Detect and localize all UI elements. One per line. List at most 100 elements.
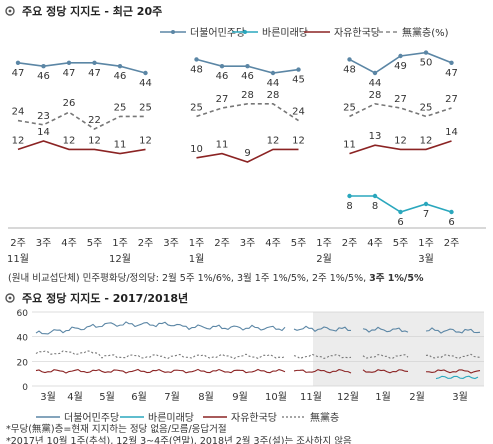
series-line-2-1 [196,148,299,163]
month-tick-1: 4월 [67,391,83,403]
footnote: (원내 비교섭단체) 민주평화당/정의당: 2월 5주 1%/6%, 3월 1주… [8,272,424,284]
data-label-0-1: 46 [37,71,50,82]
data-label-0-9: 46 [241,71,254,82]
trend-minju-3 [425,327,481,334]
series-point-3-17 [449,209,454,215]
data-label-2-16: 12 [420,135,433,146]
series-point-3-13 [347,193,352,199]
x-tick-month-7: 1월 [189,253,205,265]
title-symbol-dot [8,9,12,13]
x-tick-week-17: 2주 [444,238,460,249]
data-label-0-0: 47 [12,68,25,79]
series-point-0-10 [270,70,276,76]
x-tick-week-14: 4주 [367,238,383,249]
series-line-3-0 [349,195,452,213]
trend-minju-1 [293,325,352,332]
x-tick-week-1: 3주 [36,238,52,249]
note-0: *무당(無黨)층=현재 지지하는 정당 없음/모름/응답거절 [6,423,227,435]
x-tick-month-0: 11월 [7,253,29,265]
x-tick-week-10: 4주 [265,238,281,249]
series-line-0-0 [17,61,146,74]
series-point-0-8 [219,63,225,69]
month-tick-9: 12월 [337,391,359,403]
x-tick-week-8: 2주 [214,238,230,249]
data-label-0-3: 47 [88,68,101,79]
x-tick-week-15: 5주 [393,238,409,249]
series-point-0-2 [66,60,72,65]
x-tick-week-5: 2주 [138,238,154,249]
x-tick-month-16: 3월 [418,253,434,265]
x-tick-week-9: 3주 [240,238,256,249]
month-tick-11: 2월 [409,391,425,403]
data-label-1-3: 22 [88,115,101,126]
data-label-0-13: 48 [343,64,356,75]
data-label-3-13: 8 [346,201,352,212]
data-label-0-14: 44 [369,78,382,89]
series-point-3-14 [372,193,378,199]
month-tick-12: 3월 [452,391,468,403]
trend-mudang-0 [35,350,286,360]
month-tick-4: 7월 [164,391,180,403]
trend-hanguk-0 [35,368,286,374]
data-label-0-11: 45 [292,75,305,86]
series-point-0-9 [245,63,250,69]
trend-mudang-2 [362,354,409,359]
data-label-1-8: 27 [216,94,229,105]
data-label-2-8: 11 [216,140,229,151]
month-tick-2: 5월 [99,391,115,403]
trend-minju-0 [35,321,286,335]
legend2-label-1: 바른미래당 [148,412,194,424]
trend-hanguk-3 [425,369,481,374]
data-label-2-14: 13 [369,131,382,142]
x-tick-week-4: 1주 [112,238,128,249]
x-tick-week-6: 3주 [163,238,179,249]
data-label-1-5: 25 [139,102,152,113]
series-line-2-0 [17,140,146,155]
data-label-2-1: 14 [37,127,50,138]
series-point-0-3 [92,60,97,65]
y-tick-0: 0 [22,383,28,393]
shaded-region [313,312,484,386]
legend-label-3: 無黨층(%) [402,26,449,39]
series-point-0-11 [296,67,301,72]
data-label-2-3: 12 [88,135,101,146]
trend-hanguk-1 [293,368,352,374]
data-label-1-10: 28 [267,90,280,101]
series-point-3-16 [423,201,429,207]
x-tick-month-4: 12월 [109,253,131,265]
series-point-0-4 [117,63,123,69]
series-line-2-2 [349,140,452,155]
data-label-1-9: 28 [241,90,254,101]
x-tick-week-12: 1주 [316,238,332,249]
data-label-0-2: 47 [63,68,76,79]
series-point-0-7 [194,57,199,62]
data-label-1-17: 27 [445,94,458,105]
data-label-2-2: 12 [63,135,76,146]
data-label-2-0: 12 [12,135,25,146]
series-point-0-13 [347,57,352,62]
month-tick-0: 3월 [40,391,56,403]
data-label-1-2: 26 [63,98,76,109]
trend-hanguk-2 [362,369,409,374]
data-label-1-4: 25 [114,102,127,113]
data-label-2-5: 12 [139,135,152,146]
legend-label-0: 더불어민주당 [190,27,245,39]
data-label-0-5: 44 [139,78,152,89]
month-tick-8: 11월 [300,391,322,403]
data-label-2-10: 12 [267,135,280,146]
legend2-label-3: 無黨층 [310,411,339,424]
x-tick-week-13: 2주 [342,238,358,249]
y-tick-1: 20 [17,358,29,368]
data-label-1-1: 23 [37,111,50,122]
legend2-label-2: 자유한국당 [231,412,277,424]
series-point-0-14 [372,70,378,76]
data-label-0-10: 44 [267,78,280,89]
data-label-0-16: 50 [420,58,433,69]
note-1: *2017년 10월 1주(추석), 12월 3~4주(연말), 2018년 2… [6,435,352,444]
series-point-0-5 [143,70,148,76]
x-tick-week-16: 1주 [418,238,434,249]
month-tick-7: 10월 [265,391,287,403]
x-tick-week-2: 4주 [61,238,77,249]
series-point-0-1 [41,63,46,69]
